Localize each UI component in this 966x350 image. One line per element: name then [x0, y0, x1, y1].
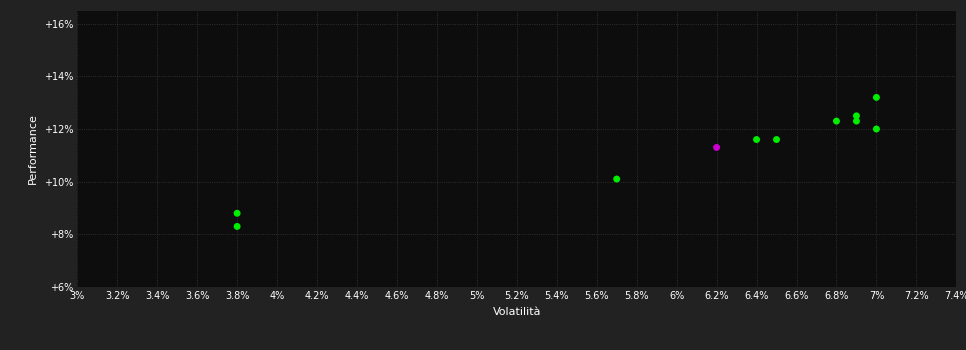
Point [868, 94, 884, 100]
Point [709, 145, 724, 150]
X-axis label: Volatilità: Volatilità [493, 307, 541, 317]
Point [769, 137, 784, 142]
Point [609, 176, 624, 182]
Point [829, 118, 844, 124]
Point [229, 224, 244, 229]
Y-axis label: Performance: Performance [28, 113, 38, 184]
Point [849, 113, 865, 119]
Point [868, 126, 884, 132]
Point [229, 210, 244, 216]
Point [849, 118, 865, 124]
Point [749, 137, 764, 142]
